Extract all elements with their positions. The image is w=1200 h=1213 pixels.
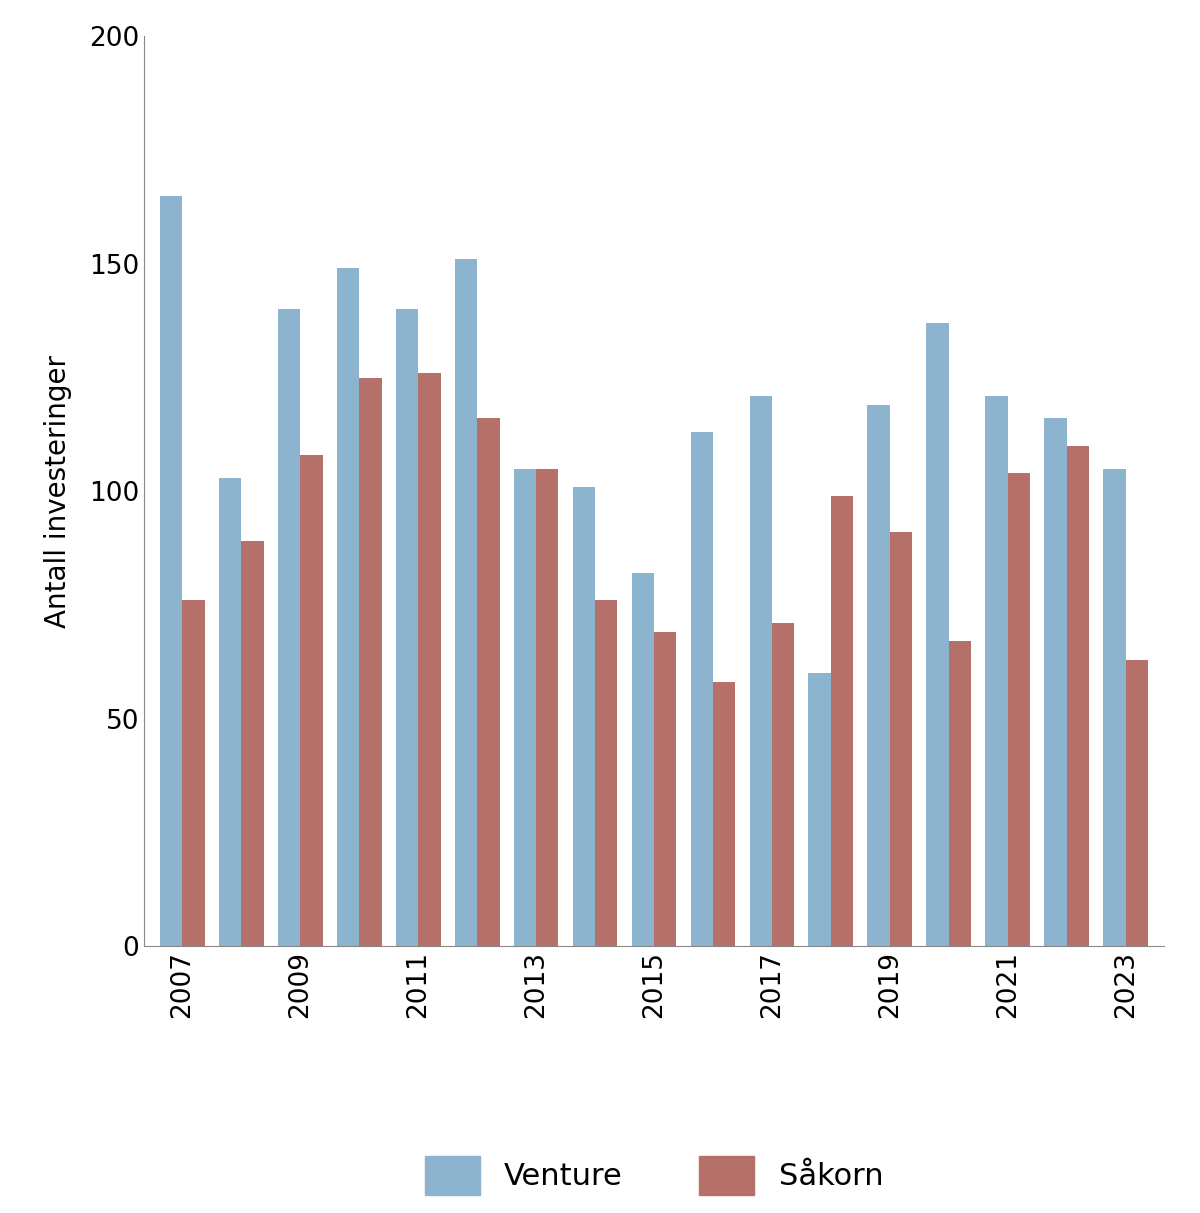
Bar: [300, 455, 323, 946]
Bar: [654, 632, 677, 946]
Bar: [1103, 468, 1126, 946]
Legend: Venture, Såkorn: Venture, Såkorn: [394, 1126, 914, 1213]
Bar: [830, 496, 853, 946]
Y-axis label: Antall investeringer: Antall investeringer: [44, 354, 72, 628]
Bar: [713, 682, 736, 946]
Bar: [1044, 418, 1067, 946]
Bar: [1067, 446, 1090, 946]
Bar: [572, 486, 595, 946]
Bar: [595, 600, 618, 946]
Bar: [241, 541, 264, 946]
Bar: [455, 260, 478, 946]
Bar: [478, 418, 499, 946]
Bar: [868, 405, 890, 946]
Bar: [182, 600, 205, 946]
Bar: [359, 377, 382, 946]
Bar: [750, 395, 772, 946]
Bar: [337, 268, 359, 946]
Bar: [218, 478, 241, 946]
Bar: [396, 309, 418, 946]
Bar: [160, 195, 182, 946]
Bar: [536, 468, 558, 946]
Bar: [514, 468, 536, 946]
Bar: [1126, 660, 1148, 946]
Bar: [1008, 473, 1030, 946]
Bar: [890, 533, 912, 946]
Bar: [631, 574, 654, 946]
Bar: [418, 374, 440, 946]
Bar: [809, 673, 830, 946]
Bar: [926, 323, 949, 946]
Bar: [985, 395, 1008, 946]
Bar: [949, 642, 971, 946]
Bar: [772, 623, 794, 946]
Bar: [690, 432, 713, 946]
Bar: [278, 309, 300, 946]
